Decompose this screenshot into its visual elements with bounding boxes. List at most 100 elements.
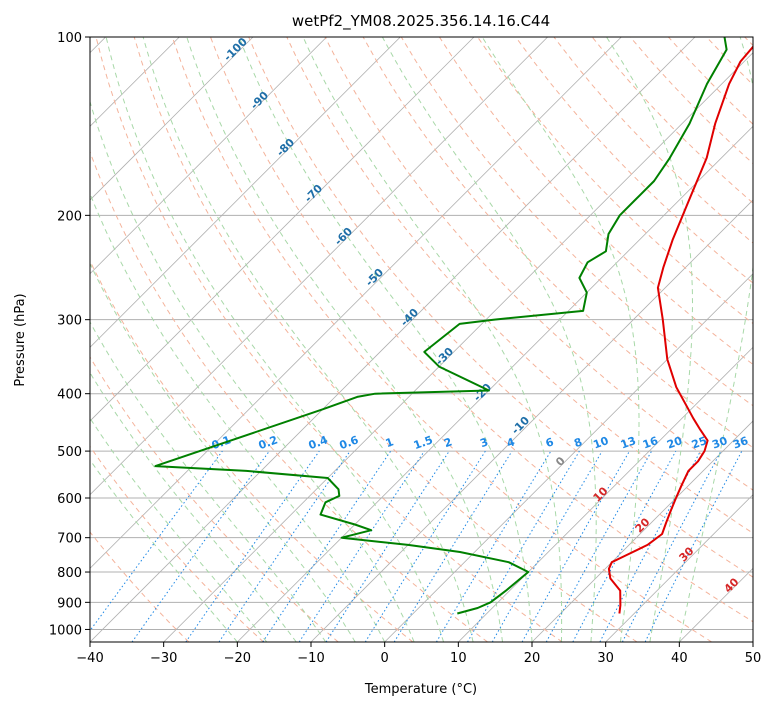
dry-adiabat-line <box>95 37 563 642</box>
isotherm-line <box>237 125 753 642</box>
moist-adiabat-line <box>90 417 268 642</box>
isotherm-line <box>531 420 753 642</box>
y-tick-label: 100 <box>57 31 82 46</box>
dry-adiabat-line <box>286 37 753 534</box>
dry-adiabat-line <box>515 37 753 284</box>
mixing-ratio-line <box>644 450 743 642</box>
dry-adiabat-line <box>706 37 753 86</box>
y-tick-label: 600 <box>57 492 82 507</box>
isotherm-line <box>458 346 753 642</box>
dry-adiabat-line <box>90 150 488 642</box>
plot-frame <box>89 36 754 643</box>
mixing-ratio-line <box>218 450 351 642</box>
isotherm-line <box>90 37 548 496</box>
dry-adiabat-label: -10 <box>509 414 532 437</box>
isotherm-line <box>163 52 753 642</box>
dry-adiabat-label: -100 <box>221 35 250 64</box>
mixing-ratio-label: 2 <box>442 435 454 450</box>
x-tick-label: 0 <box>381 651 389 666</box>
mixing-ratio-label: 6 <box>544 435 556 450</box>
axes: −40 −30 −20 −10 0 10 20 30 40 5010020030040050060… <box>49 31 761 666</box>
mixing-ratio-label: 0.2 <box>257 433 280 452</box>
x-tick-label: 40 <box>671 651 688 666</box>
y-tick-label: 300 <box>57 314 82 329</box>
isotherm-line <box>752 641 753 642</box>
mixing-ratio-label: 1 <box>384 435 396 450</box>
x-axis-label: Temperature (°C) <box>364 682 477 697</box>
dry-adiabat-line <box>171 37 712 642</box>
x-tick-label: 10 <box>450 651 467 666</box>
temperature-profile <box>607 45 753 614</box>
dry-adiabat-line <box>90 259 414 642</box>
mixing-ratio-label: 36 <box>731 434 750 452</box>
moist-adiabat-label: 40 <box>722 575 742 595</box>
moist-adiabat-line <box>302 37 563 642</box>
mixing-ratio-line <box>467 450 580 642</box>
dry-adiabat-line <box>744 37 753 47</box>
dewpoint-profile <box>154 37 728 615</box>
dry-adiabat-line <box>400 37 753 407</box>
mixing-ratio-label: 8 <box>572 435 584 450</box>
moist-adiabat-line <box>381 37 597 642</box>
moist-adiabat-label: 0 <box>553 454 568 469</box>
mixing-ratio-label: 4 <box>505 435 517 450</box>
mixing-ratio-line <box>262 450 392 642</box>
mixing-ratio-label: 30 <box>710 434 729 452</box>
isotherm-line <box>90 37 475 422</box>
moist-adiabat-line <box>481 37 640 642</box>
dry-adiabat-label: -80 <box>274 136 297 159</box>
dry-adiabat-line <box>210 37 753 623</box>
x-tick-label: 30 <box>597 651 614 666</box>
moist-adiabat-line <box>142 37 474 642</box>
mixing-ratio-line <box>131 450 270 642</box>
dry-adiabat-line <box>90 356 339 642</box>
moist-adiabat-line <box>90 262 356 642</box>
mixing-ratio-label: 20 <box>665 434 684 452</box>
isotherm-line <box>90 37 401 348</box>
chart-title: wetPf2_YM08.2025.356.14.16.C44 <box>292 12 550 31</box>
mixing-ratio-line <box>185 450 320 642</box>
mixing-ratio-label: 3 <box>478 435 490 450</box>
dry-adiabat-line <box>90 445 264 642</box>
x-tick-label: −40 <box>76 651 103 666</box>
mixing-ratio-label: 1.5 <box>412 433 435 452</box>
moist-adiabat-line <box>90 321 327 642</box>
moist-adiabat-line <box>186 37 503 642</box>
x-tick-label: −20 <box>224 651 251 666</box>
y-tick-label: 1000 <box>49 623 82 638</box>
isotherm-line <box>605 494 753 642</box>
y-tick-label: 900 <box>57 596 82 611</box>
x-tick-label: −10 <box>297 651 324 666</box>
dry-adiabat-label: -70 <box>302 182 325 205</box>
mixing-ratio-label: 16 <box>641 434 660 452</box>
isotherm-line <box>90 37 327 275</box>
isotherm-line <box>90 37 254 201</box>
moist-adiabat-line <box>90 459 238 642</box>
mixing-ratio-line <box>325 450 450 642</box>
mixing-ratio-line <box>298 450 425 642</box>
x-tick-label: −30 <box>150 651 177 666</box>
profiles <box>154 37 753 615</box>
moist-adiabat-line <box>105 37 445 642</box>
y-axis-label: Pressure (hPa) <box>13 293 28 386</box>
x-tick-label: 20 <box>524 651 541 666</box>
y-tick-label: 500 <box>57 445 82 460</box>
moist-adiabat-label: 10 <box>591 484 611 504</box>
mixing-ratio-line <box>545 450 653 642</box>
y-tick-label: 800 <box>57 566 82 581</box>
mixing-ratio-line <box>393 450 513 642</box>
dry-adiabat-line <box>90 531 190 642</box>
x-tick-label: 50 <box>745 651 762 666</box>
moist-adiabat-line <box>90 371 297 642</box>
moist-adiabat-line <box>238 37 533 642</box>
dry-adiabat-label: -60 <box>332 225 355 248</box>
dry-adiabat-line <box>248 37 753 578</box>
dry-adiabat-line <box>438 37 753 366</box>
background-lines <box>90 37 753 642</box>
y-tick-label: 700 <box>57 532 82 547</box>
mixing-ratio-label: 25 <box>690 434 709 451</box>
isotherm-line <box>310 199 753 642</box>
isotherm-line <box>384 273 753 642</box>
mixing-ratio-line <box>572 450 677 642</box>
